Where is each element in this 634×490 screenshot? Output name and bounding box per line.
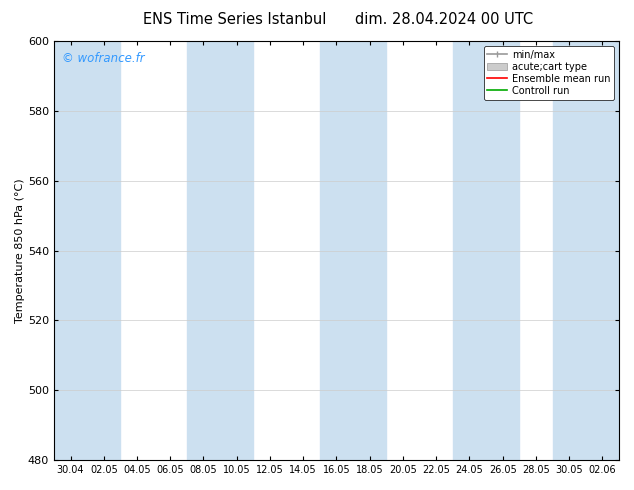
Text: © wofrance.fr: © wofrance.fr bbox=[62, 51, 145, 65]
Text: dim. 28.04.2024 00 UTC: dim. 28.04.2024 00 UTC bbox=[355, 12, 533, 27]
Bar bbox=[552, 41, 619, 460]
Legend: min/max, acute;cart type, Ensemble mean run, Controll run: min/max, acute;cart type, Ensemble mean … bbox=[484, 46, 614, 99]
Bar bbox=[320, 41, 386, 460]
Text: ENS Time Series Istanbul: ENS Time Series Istanbul bbox=[143, 12, 327, 27]
Bar bbox=[54, 41, 120, 460]
Y-axis label: Temperature 850 hPa (°C): Temperature 850 hPa (°C) bbox=[15, 178, 25, 323]
Bar bbox=[187, 41, 254, 460]
Bar bbox=[453, 41, 519, 460]
